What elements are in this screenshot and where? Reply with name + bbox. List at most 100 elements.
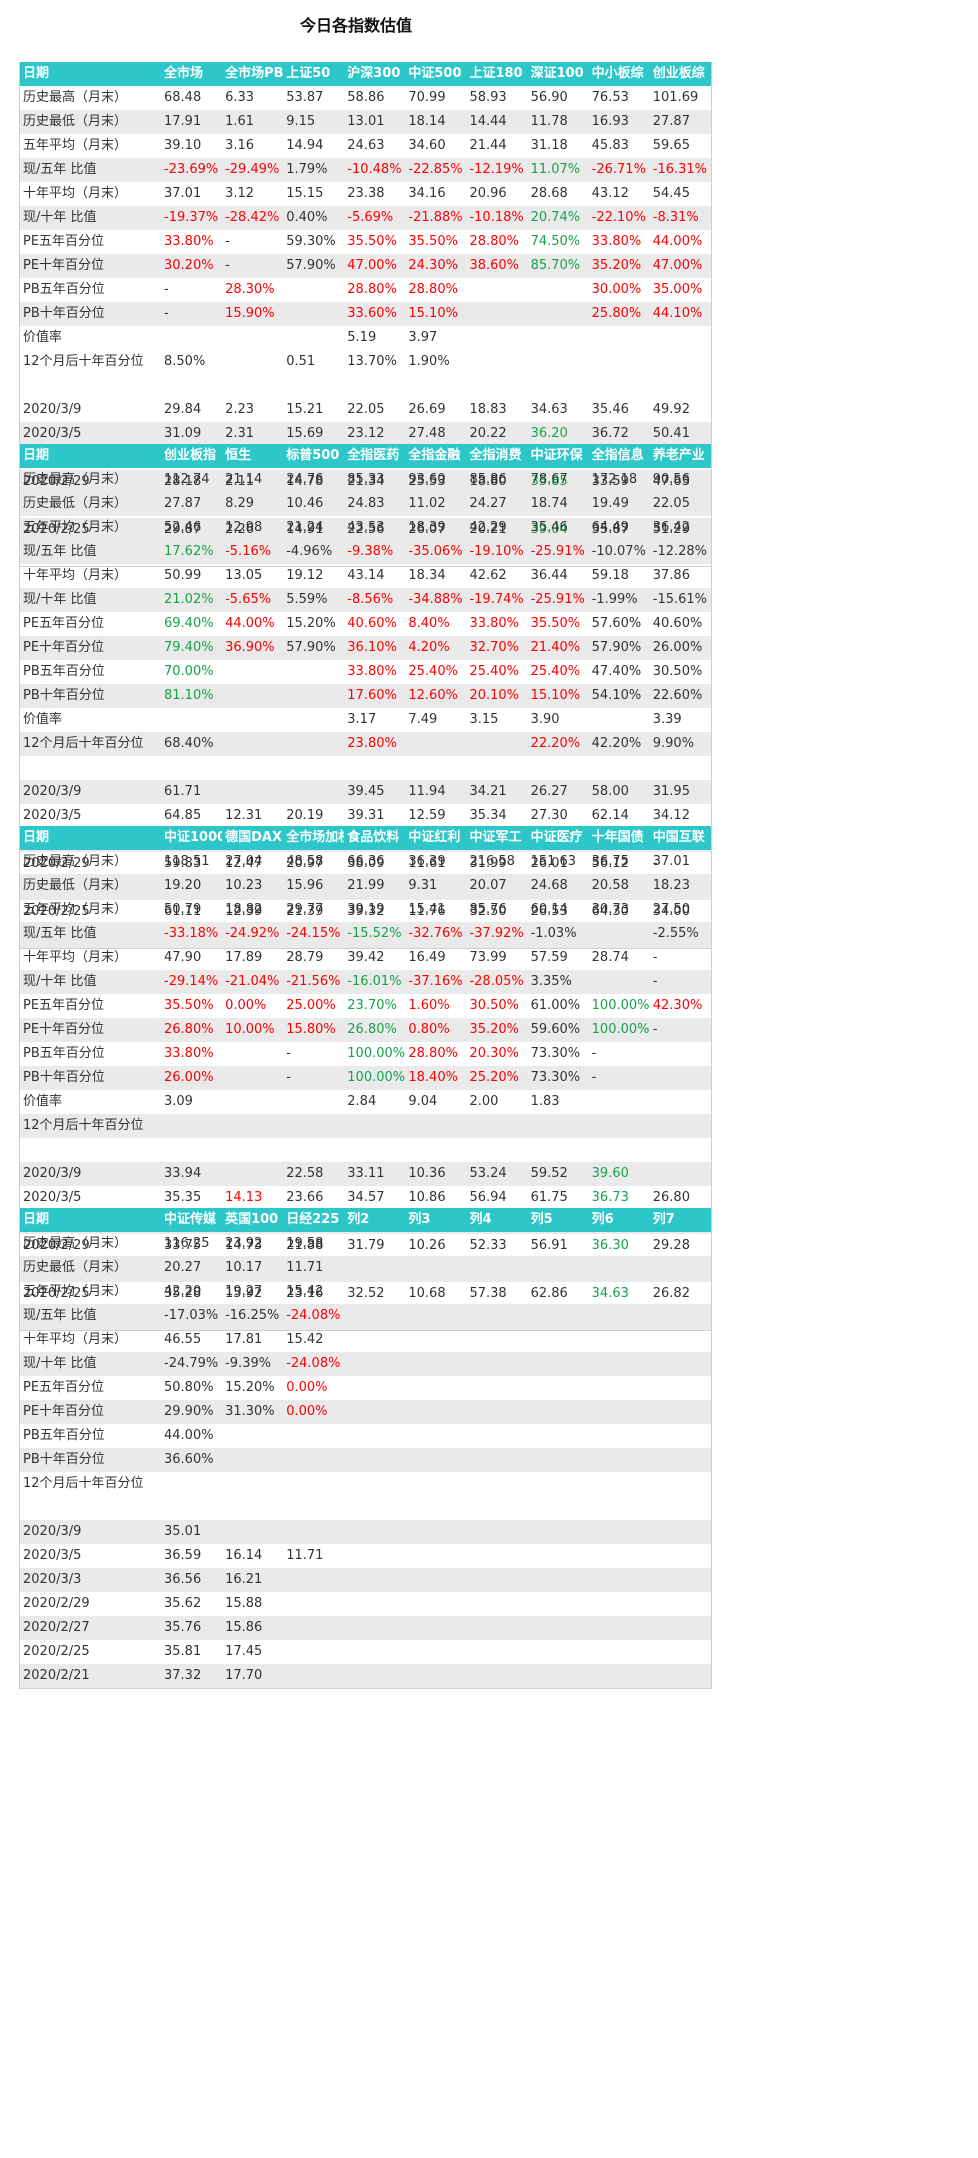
table-cell — [466, 1138, 527, 1162]
table-cell — [466, 1448, 527, 1472]
table-cell — [528, 1616, 589, 1640]
table-row: 历史最高（月末） 112.74 21.14 24.76 85.33 93.60 85.86 7… — [20, 468, 711, 492]
table-row: 2020/2/29 28.18 2.11 14.78 21.34 25.53 18.80 35… — [20, 470, 711, 494]
table-cell — [344, 1232, 405, 1256]
table-cell — [528, 1138, 589, 1162]
table-row: PE五年百分位 35.50% 0.00% 25.00% 23.70% 1.60% 30.50… — [20, 994, 711, 1018]
table-cell: -9.38% — [347, 544, 394, 559]
table-cell: 81.10% — [164, 688, 214, 703]
table-cell: 22.20% — [530, 736, 581, 751]
table-cell — [466, 1616, 527, 1640]
table-cell: -1.99% — [591, 592, 638, 607]
table-cell — [283, 1114, 344, 1138]
table-cell — [344, 1520, 405, 1544]
table-cell — [589, 1256, 650, 1280]
table-cell: 33.80% — [591, 234, 642, 249]
row-label: 2020/2/25 — [23, 522, 90, 537]
table-cell — [405, 756, 466, 780]
row-label: PE五年百分位 — [23, 234, 105, 249]
table-cell — [405, 1138, 466, 1162]
column-header: 全指信息 — [591, 448, 644, 463]
table-cell: 112.74 — [164, 472, 210, 487]
table-cell: 19.49 — [591, 496, 629, 511]
table-cell: 34.16 — [408, 186, 446, 201]
table-cell: 26.80% — [347, 1022, 397, 1037]
column-header: 日期 — [23, 830, 50, 845]
table-cell: 57.90% — [286, 258, 336, 273]
table-cell: 22.58 — [286, 1166, 324, 1181]
table-cell: 36.30 — [591, 1238, 629, 1253]
table-row: PE五年百分位 50.80% 15.20% 0.00% — [20, 1376, 711, 1400]
table-row: PE十年百分位 29.90% 31.30% 0.00% — [20, 1400, 711, 1424]
table-row: 现/十年 比值 -19.37% -28.42% 0.40% -5.69% -21.88% -… — [20, 206, 711, 230]
table-cell — [405, 1592, 466, 1616]
table-cell: 24.63 — [347, 138, 385, 153]
table-cell: 36.39 — [408, 854, 446, 869]
table-cell: 70.99 — [408, 90, 446, 105]
table-cell: 0.80% — [408, 1022, 450, 1037]
table-cell: 25.80% — [591, 306, 642, 321]
table-cell: 15.90% — [225, 306, 275, 321]
table-cell: 100.00% — [347, 1046, 406, 1061]
table-cell: 61.00% — [530, 998, 581, 1013]
table-cell: 27.50 — [652, 902, 690, 917]
table-row: 2020/2/25 35.28 15.92 23.16 32.52 10.68 57.38 6… — [20, 1282, 711, 1306]
table-cell: 26.82 — [652, 1286, 690, 1301]
table-cell — [405, 1616, 466, 1640]
row-label: 历史最高（月末） — [23, 90, 128, 105]
table-cell: 39.04 — [530, 522, 568, 537]
table-cell: 30.00% — [591, 282, 642, 297]
table-cell: 0.40% — [286, 210, 328, 225]
table-cell: 42.30% — [652, 998, 703, 1013]
table-cell — [528, 278, 589, 302]
table-cell: 15.86 — [225, 1620, 263, 1635]
table-cell: -28.42% — [225, 210, 280, 225]
table-cell: 20.19 — [286, 808, 324, 823]
row-label: 价值率 — [23, 330, 63, 345]
table-cell: 31.95 — [652, 784, 690, 799]
row-label: 价值率 — [23, 1094, 63, 1109]
table-cell — [650, 1376, 711, 1400]
table-cell: 24.27 — [469, 496, 507, 511]
table-cell: 10.36 — [408, 1166, 446, 1181]
table-cell: 2.84 — [347, 1094, 377, 1109]
table-cell — [466, 1256, 527, 1280]
table-cell — [283, 374, 344, 398]
table-row: 2020/3/5 64.85 12.31 20.19 39.31 12.59 35.34 27… — [20, 804, 711, 828]
table-cell: 15.20% — [286, 616, 336, 631]
row-label: PE五年百分位 — [23, 616, 105, 631]
table-cell: 10.68 — [408, 1286, 446, 1301]
table-cell: 33.80% — [469, 616, 520, 631]
table-cell: 44.00% — [652, 234, 703, 249]
table-cell: 37.32 — [164, 1668, 202, 1683]
table-cell: 93.60 — [408, 472, 446, 487]
table-cell — [344, 1544, 405, 1568]
row-label: PB十年百分位 — [23, 1452, 105, 1467]
table-cell — [283, 1568, 344, 1592]
table-cell — [222, 1042, 283, 1066]
table-cell — [650, 1640, 711, 1664]
table-cell: 9.90% — [652, 736, 695, 751]
table-cell: 12.31 — [225, 808, 263, 823]
table-cell: 1.60% — [408, 998, 450, 1013]
table-cell — [650, 1400, 711, 1424]
table-cell: - — [286, 1046, 291, 1061]
table-cell — [161, 1472, 222, 1496]
row-label: 2020/2/29 — [23, 1238, 90, 1253]
table-cell — [589, 1424, 650, 1448]
table-cell — [405, 1472, 466, 1496]
table-cell: 35.50% — [408, 234, 458, 249]
table-cell — [589, 1376, 650, 1400]
table-cell: 16.14 — [225, 1548, 263, 1563]
table-cell: -35.06% — [408, 544, 463, 559]
table-cell — [589, 1520, 650, 1544]
table-cell — [650, 1138, 711, 1162]
table-cell: 14.73 — [225, 1238, 263, 1253]
table-cell: 32.50 — [469, 904, 507, 919]
table-row: PB十年百分位 36.60% — [20, 1448, 711, 1472]
table-row: 现/五年 比值 -23.69% -29.49% 1.79% -10.48% -22.85%… — [20, 158, 711, 182]
table-cell: 9.15 — [286, 114, 316, 129]
table-cell: 17.62% — [164, 544, 214, 559]
table-cell: 14.91 — [286, 522, 324, 537]
table-cell — [405, 1496, 466, 1520]
